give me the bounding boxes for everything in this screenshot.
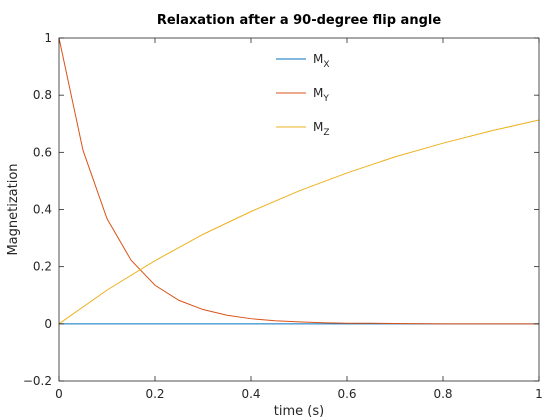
x-tick-label: 0.2	[145, 387, 164, 401]
chart-title: Relaxation after a 90-degree flip angle	[157, 13, 441, 28]
legend-label-mz: MZ	[313, 120, 330, 138]
x-axis-label: time (s)	[274, 404, 324, 419]
y-tick-label: 0.6	[33, 145, 52, 159]
y-axis-label: Magnetization	[6, 163, 21, 255]
series-layer	[58, 37, 540, 325]
y-tick-label: −0.2	[23, 374, 52, 388]
x-tick-label: 1	[535, 387, 543, 401]
series-line-mz	[58, 119, 540, 325]
y-tick-label: 0.2	[33, 260, 52, 274]
y-tick-label: 0	[44, 317, 52, 331]
x-tick-label: 0	[55, 387, 63, 401]
x-tick-label: 0.6	[337, 387, 356, 401]
legend-label-my: MY	[313, 86, 329, 104]
series-line-my	[58, 37, 539, 325]
legend-label-mx: MX	[313, 52, 330, 70]
legend: MX MY MZ	[276, 52, 330, 138]
x-tick-label: 0.8	[433, 387, 452, 401]
y-tick-label: 0.4	[33, 203, 52, 217]
y-tick-label: 1	[44, 31, 52, 45]
plot-background	[59, 38, 539, 381]
y-tick-label: 0.8	[33, 88, 52, 102]
x-tick-label: 0.4	[241, 387, 260, 401]
tick-layer: 0 0.2 0.4 0.6 0.8 1−0.200.20.40.60.81	[23, 31, 543, 401]
